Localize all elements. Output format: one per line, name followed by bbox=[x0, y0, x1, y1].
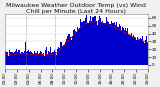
Title: Milwaukee Weather Outdoor Temp (vs) Wind Chill per Minute (Last 24 Hours): Milwaukee Weather Outdoor Temp (vs) Wind… bbox=[6, 3, 146, 14]
